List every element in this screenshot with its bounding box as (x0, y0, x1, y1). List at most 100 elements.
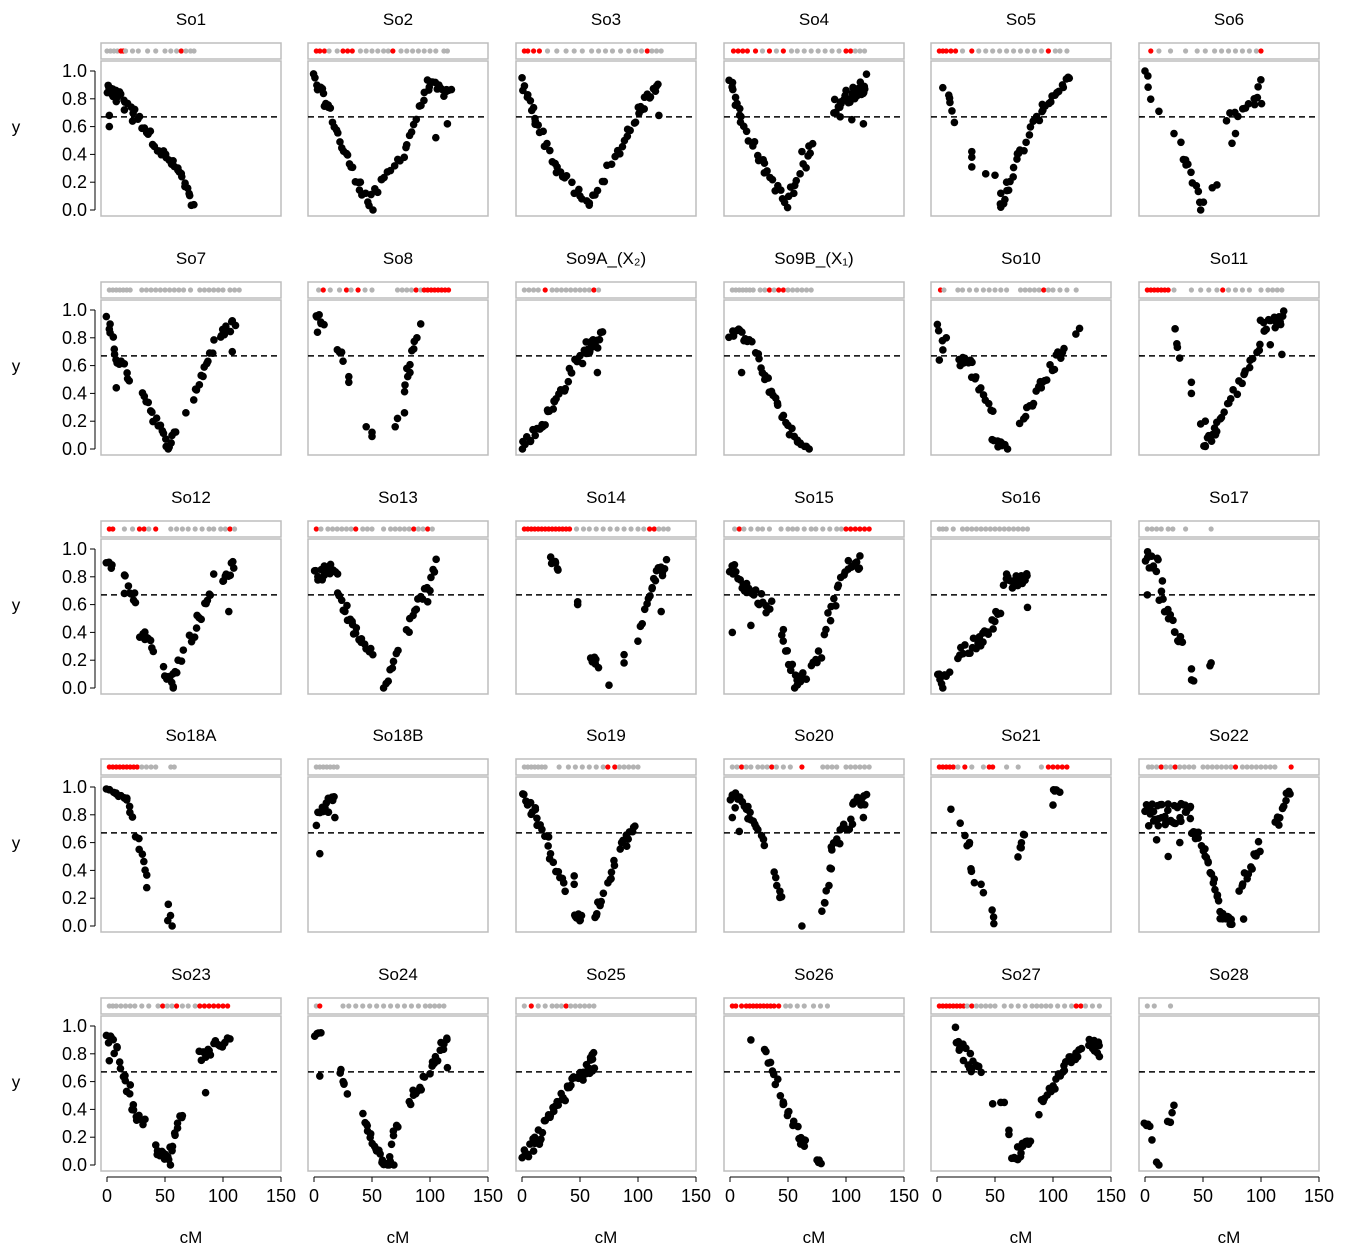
plot-frame (1138, 1015, 1320, 1172)
marker-dot (1288, 764, 1294, 770)
data-point (343, 1090, 352, 1098)
marker-dot (1015, 1003, 1021, 1009)
data-point (1227, 915, 1236, 924)
data-point (771, 873, 780, 882)
marker-strip (307, 42, 489, 60)
marker-dot (566, 526, 573, 532)
marker-dot (638, 48, 645, 54)
data-point (229, 564, 238, 572)
data-point (996, 609, 1005, 618)
y-axis-label: y (12, 596, 21, 615)
data-point (1021, 412, 1030, 421)
marker-dot (630, 764, 636, 770)
data-point (1144, 72, 1152, 80)
marker-dot (180, 287, 187, 293)
data-point (210, 336, 218, 344)
data-point (526, 437, 535, 446)
data-point (1073, 1053, 1082, 1061)
data-point (991, 171, 999, 180)
marker-dot (381, 48, 387, 54)
marker-dot (404, 287, 410, 293)
data-point (760, 841, 769, 850)
data-point (971, 373, 980, 381)
data-point (654, 80, 662, 89)
data-point (1005, 1130, 1013, 1139)
marker-dot (955, 287, 961, 293)
data-point (747, 1036, 755, 1044)
marker-dot (401, 526, 408, 532)
marker-dot (406, 526, 412, 532)
marker-dot (1263, 764, 1269, 770)
marker-dot (201, 287, 208, 293)
marker-dot (980, 287, 987, 293)
y-tick-label: 0.4 (62, 383, 87, 403)
data-point (121, 571, 129, 580)
marker-dot (736, 526, 742, 532)
data-point (607, 160, 616, 169)
marker-dot (582, 287, 588, 293)
data-point (779, 625, 788, 634)
marker-dot (317, 48, 323, 54)
data-point (945, 668, 954, 676)
data-point (1152, 567, 1161, 576)
marker-dot (607, 526, 613, 532)
x-tick-label: 150 (1096, 1186, 1126, 1206)
panel-title: So18A (165, 726, 217, 745)
y-tick-label: 1.0 (62, 777, 87, 797)
data-point (1189, 677, 1198, 685)
data-point (342, 149, 351, 158)
data-point (746, 808, 754, 817)
marker-dot (206, 287, 212, 293)
panel: So19 (515, 726, 697, 933)
marker-dot (1045, 48, 1051, 54)
marker-dot (1186, 764, 1192, 770)
marker-dot (843, 526, 849, 532)
data-point (640, 105, 649, 113)
marker-dot (790, 526, 796, 532)
x-tick-label: 150 (1304, 1186, 1334, 1206)
data-point (1181, 156, 1190, 164)
panel-title: So11 (1210, 249, 1248, 268)
data-point (385, 1152, 394, 1161)
data-point (948, 107, 956, 115)
marker-strip (515, 281, 697, 299)
data-point (1204, 857, 1212, 866)
data-point (366, 644, 375, 653)
panel: So18B (307, 726, 489, 933)
marker-dot (572, 764, 578, 770)
marker-dot (1050, 764, 1056, 770)
marker-strip (723, 281, 905, 299)
marker-strip (930, 997, 1112, 1015)
data-point (388, 664, 397, 672)
data-point (376, 1150, 384, 1158)
panel: So3 (515, 10, 697, 217)
data-point (164, 900, 173, 909)
marker-dot (1022, 1003, 1028, 1009)
marker-dot (143, 764, 150, 770)
data-point (575, 185, 583, 194)
data-point (1159, 595, 1167, 603)
marker-dot (153, 48, 159, 54)
data-point (977, 880, 985, 889)
data-point (345, 378, 353, 387)
panel-title: So17 (1209, 488, 1249, 507)
data-point (541, 421, 549, 429)
marker-dot (1258, 48, 1264, 54)
data-point (367, 190, 375, 199)
plot-frame (723, 538, 905, 695)
data-point (605, 681, 613, 690)
data-point (947, 805, 955, 814)
plot-frame (307, 1015, 489, 1172)
marker-dot (1148, 48, 1154, 54)
y-tick-label: 1.0 (62, 539, 87, 559)
y-tick-label: 0.8 (62, 89, 87, 109)
panel: So21 (930, 726, 1112, 933)
marker-dot (353, 1003, 359, 1009)
marker-dot (357, 48, 363, 54)
marker-dot (665, 526, 671, 532)
data-point (115, 1058, 124, 1066)
data-point (402, 140, 411, 149)
marker-dot (385, 48, 391, 54)
data-point (190, 633, 199, 642)
data-point (856, 552, 864, 560)
